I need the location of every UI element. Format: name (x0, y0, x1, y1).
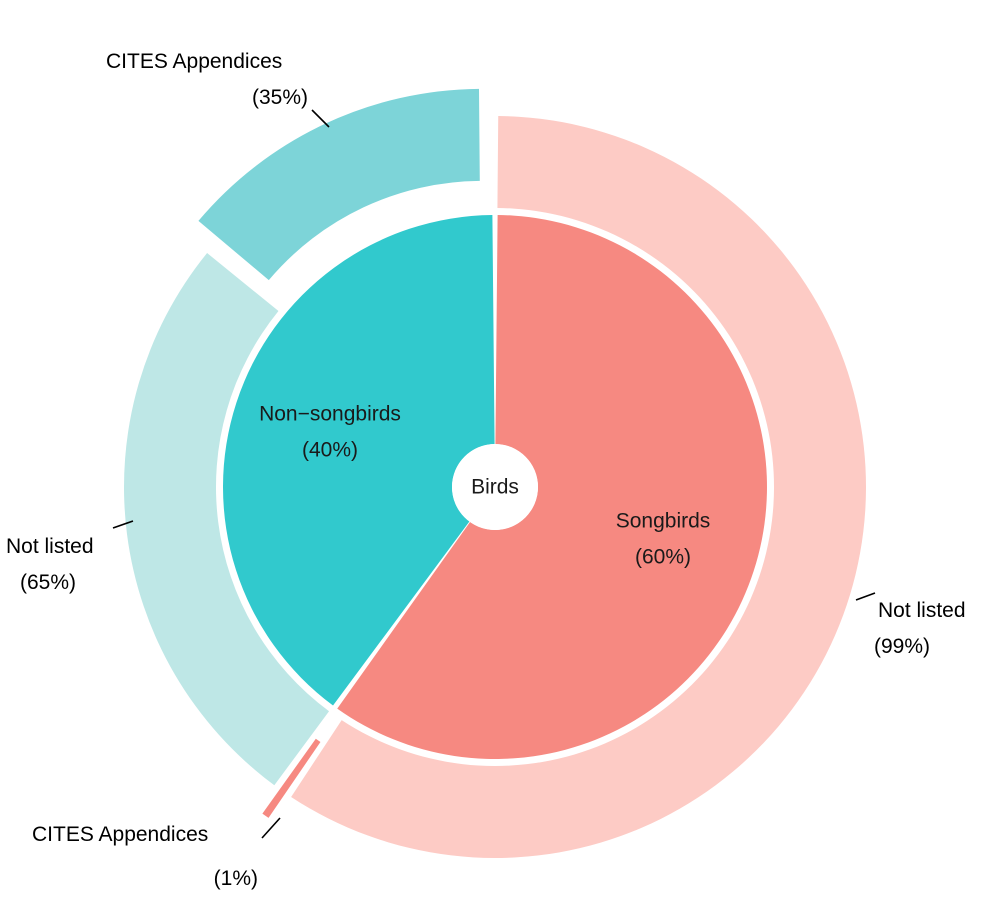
not-listed-left-label-line1: Not listed (6, 535, 94, 558)
not-listed-left-label-line2: (65%) (20, 571, 76, 594)
outer-slice-non-songbirds-not-listed[interactable] (124, 253, 330, 786)
center-label: Birds (471, 476, 519, 499)
non-songbirds-label-line1: Non−songbirds (259, 403, 401, 426)
outer-slice-non-songbirds-cites-appendices[interactable] (198, 88, 480, 281)
cites-bottom-label-line2: (1%) (214, 867, 258, 890)
cites-top-label-line1: CITES Appendices (106, 50, 282, 73)
inner-ring (222, 215, 767, 759)
non-songbirds-label-line2: (40%) (302, 439, 358, 462)
outer-slice-songbirds-not-listed[interactable] (291, 116, 867, 858)
leader-line-cites-top (311, 109, 330, 128)
inner-slice-songbirds[interactable] (337, 215, 767, 759)
outer-slice-songbirds-cites-appendices[interactable] (262, 738, 321, 818)
outer-ring (124, 88, 867, 858)
inner-slice-non-songbirds[interactable] (222, 215, 495, 706)
leader-line-not-listed-right (855, 592, 876, 601)
cites-top-label-line2: (35%) (252, 86, 308, 109)
cites-bottom-label-line1: CITES Appendices (32, 823, 208, 846)
not-listed-right-label-line2: (99%) (874, 635, 930, 658)
leader-line-cites-bottom (261, 817, 281, 839)
songbirds-label-line2: (60%) (635, 546, 691, 569)
songbirds-label-line1: Songbirds (616, 510, 711, 533)
center-hole (452, 444, 538, 530)
leader-line-not-listed-left (112, 520, 134, 529)
not-listed-right-label-line1: Not listed (878, 599, 966, 622)
